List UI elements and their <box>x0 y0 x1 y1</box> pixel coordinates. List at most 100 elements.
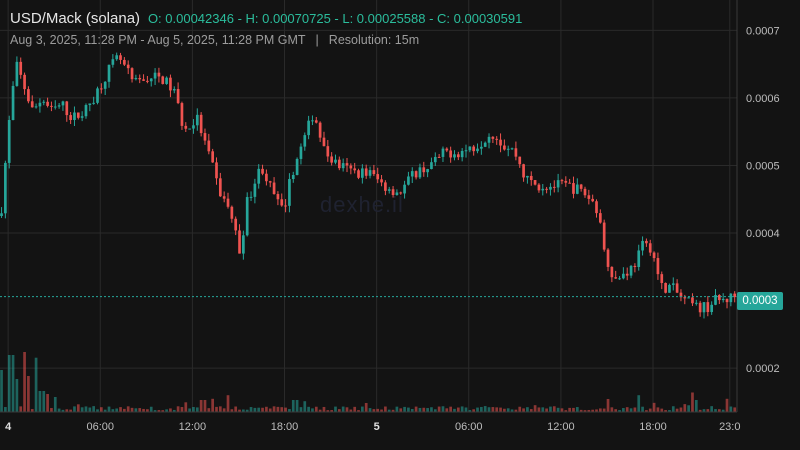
volume-bar <box>92 406 96 412</box>
candle-body <box>272 182 276 195</box>
volume-bar <box>710 406 714 412</box>
volume-bar <box>242 409 245 412</box>
candle-body <box>330 156 333 163</box>
resolution-label[interactable]: Resolution: 15m <box>328 33 420 47</box>
volume-bar <box>372 409 376 412</box>
candle-body <box>38 102 42 107</box>
candle-body <box>610 266 614 278</box>
volume-bar <box>149 406 153 412</box>
candle-body <box>552 186 556 188</box>
volume-bar <box>130 407 134 412</box>
volume-bar <box>380 409 383 412</box>
volume-bar <box>591 409 595 412</box>
candle-body <box>671 283 675 285</box>
volume-bar <box>453 408 456 412</box>
candle-body <box>92 102 96 104</box>
volume-bar <box>276 406 280 412</box>
volume-bar <box>88 407 92 412</box>
candle-body <box>238 230 241 254</box>
volume-bar <box>211 398 214 412</box>
candle-body <box>307 120 310 136</box>
volume-bar <box>257 407 261 412</box>
candle-body <box>518 156 522 165</box>
volume-bar <box>253 407 257 412</box>
volume-bar <box>53 397 57 412</box>
volume-bar <box>602 408 606 412</box>
volume-bar <box>456 407 460 412</box>
candle-body <box>487 136 491 143</box>
volume-bar <box>115 408 119 412</box>
candle-body <box>495 138 499 140</box>
candle-body <box>618 278 621 280</box>
chart-grid <box>0 0 737 412</box>
candle-body <box>149 78 153 82</box>
volume-bar <box>395 406 399 412</box>
candle-body <box>80 116 84 118</box>
volume-bar <box>499 407 502 412</box>
candle-body <box>268 181 272 183</box>
candle-body <box>422 167 426 173</box>
candle-body <box>368 170 372 176</box>
volume-bar <box>0 370 3 412</box>
volume-bar <box>549 406 552 412</box>
candle-body <box>222 196 226 199</box>
candle-body <box>380 179 383 183</box>
candle-body <box>403 184 406 194</box>
candle-body <box>426 169 429 173</box>
candle-body <box>7 120 11 163</box>
volume-bar <box>330 410 333 412</box>
volume-bar <box>215 406 218 412</box>
candlestick-series <box>0 52 737 319</box>
candle-body <box>717 294 721 301</box>
volume-bar <box>529 409 533 412</box>
volume-bar <box>556 407 560 412</box>
volume-bar <box>445 408 449 412</box>
volume-bar <box>660 408 664 412</box>
candle-body <box>165 77 168 84</box>
volume-bar <box>38 391 42 412</box>
volume-bar <box>27 376 30 412</box>
candle-body <box>103 81 107 89</box>
candle-body <box>199 114 203 134</box>
volume-bar <box>629 408 633 412</box>
volume-bar <box>407 407 410 412</box>
candle-body <box>549 186 552 190</box>
separator: | <box>315 33 319 47</box>
volume-bar <box>691 392 694 412</box>
candle-body <box>111 59 115 65</box>
candle-body <box>410 171 414 177</box>
time-axis[interactable]: 4 06:00 12:00 18:00 5 06:00 12:00 18:00 23:0 <box>5 421 740 433</box>
candle-body <box>226 198 230 207</box>
price-tick-label: 0.0002 <box>746 363 780 375</box>
candle-body <box>337 159 341 169</box>
candle-body <box>361 168 364 178</box>
volume-bar <box>80 407 84 412</box>
volume-bar <box>226 395 230 412</box>
candle-body <box>387 189 391 191</box>
volume-bar <box>418 407 422 412</box>
candle-body <box>253 183 257 197</box>
candle-body <box>50 105 53 107</box>
volume-bar <box>717 409 721 412</box>
candle-body <box>633 265 637 268</box>
price-tick-label: 0.0004 <box>746 228 780 240</box>
volume-bar <box>303 401 307 412</box>
candle-body <box>710 304 714 313</box>
candle-body <box>641 240 644 251</box>
candle-body <box>449 150 452 158</box>
volume-bar <box>249 407 253 412</box>
candle-body <box>625 273 629 276</box>
candle-body <box>529 175 533 181</box>
price-axis[interactable]: 0.0007 0.0006 0.0005 0.0004 0.0002 <box>746 25 780 375</box>
volume-bar <box>199 400 203 412</box>
candle-body <box>215 162 218 179</box>
price-tick-label: 0.0007 <box>746 25 780 37</box>
candle-body <box>157 72 161 77</box>
volume-bar <box>610 407 614 412</box>
volume-bar <box>337 409 341 412</box>
volume-bar <box>138 408 142 412</box>
candle-body <box>453 154 456 158</box>
candle-body <box>733 293 737 298</box>
candle-body <box>729 293 733 303</box>
